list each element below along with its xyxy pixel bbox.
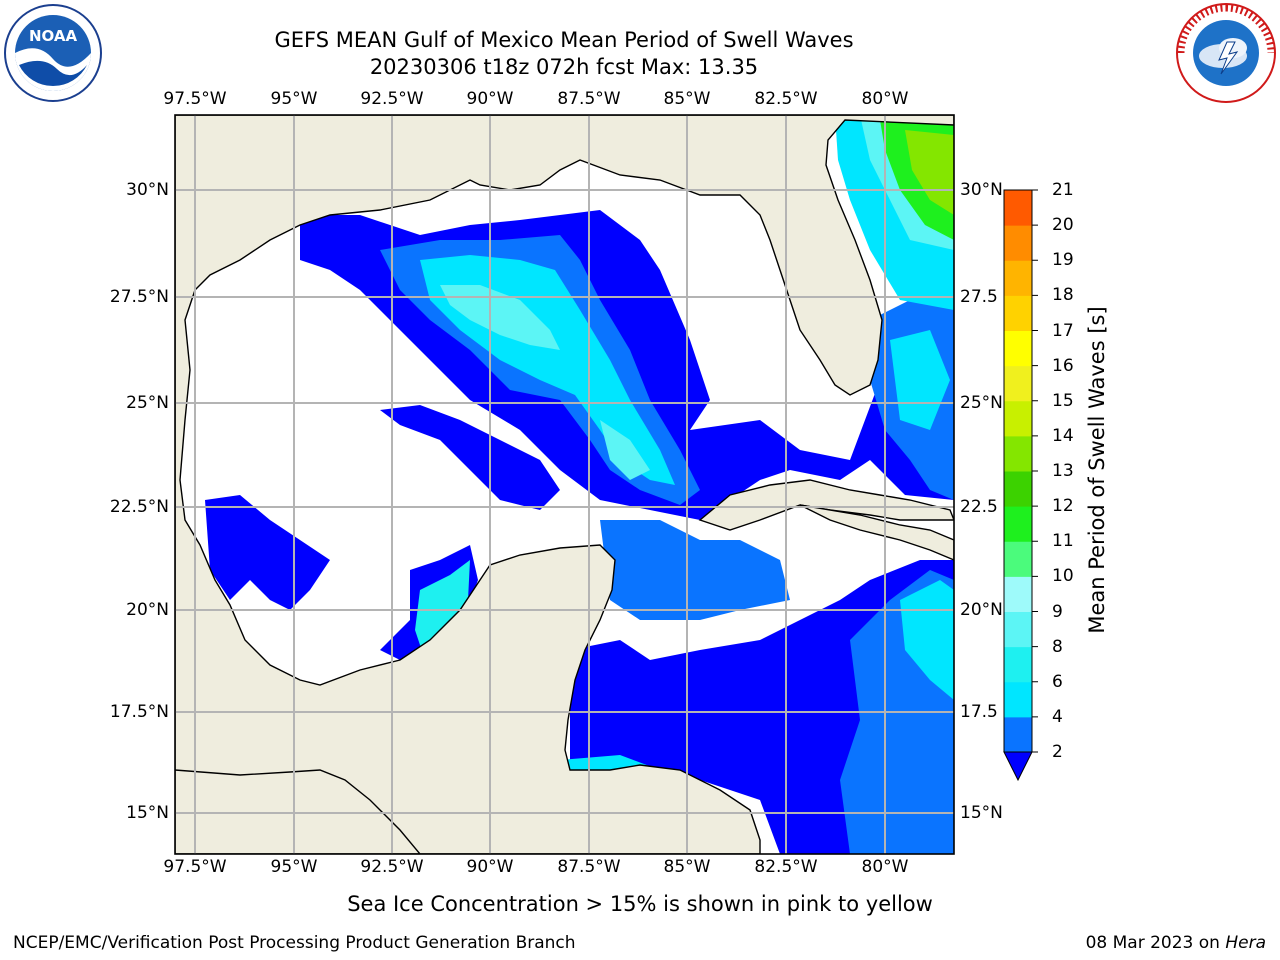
swell-field-yellowgreen-atlantic	[905, 130, 954, 215]
colorbar-segment	[1004, 365, 1032, 402]
lat-label: 30°N	[960, 180, 1003, 200]
swell-field-blue-west	[205, 495, 330, 610]
swell-field-light-cyan-straits	[600, 420, 650, 480]
lat-label: 22.5	[960, 497, 998, 517]
colorbar-segment	[1004, 576, 1032, 612]
map-border	[174, 114, 955, 855]
lon-label: 97.5°W	[163, 89, 227, 109]
colorbar-segment	[1004, 260, 1032, 296]
lon-label: 92.5°W	[360, 89, 424, 109]
lon-label: 95°W	[270, 857, 318, 877]
lat-label: 30°N	[126, 180, 169, 200]
swell-field-light-cyan-north	[440, 285, 560, 350]
lon-label: 85°W	[663, 857, 711, 877]
map-subtitle: 20230306 t18z 072h fcst Max: 13.35	[369, 55, 759, 79]
colorbar-segment	[1004, 435, 1032, 472]
lon-label: 87.5°W	[557, 857, 621, 877]
lat-label: 15°N	[960, 803, 1003, 823]
colorbar-segment	[1004, 541, 1032, 577]
lat-label: 22.5°N	[109, 497, 169, 517]
colorbar-segment	[1004, 400, 1032, 437]
colorbar-segment	[1004, 646, 1032, 683]
colorbar-segment	[1004, 506, 1032, 542]
footer-host: Hera	[1225, 933, 1266, 953]
map-title: GEFS MEAN Gulf of Mexico Mean Period of …	[274, 28, 854, 52]
swell-field-blue-yucatan	[600, 520, 790, 620]
lat-label: 25°N	[960, 393, 1003, 413]
colorbar-tick-label: 19	[1052, 250, 1074, 271]
colorbar-tick-label: 17	[1052, 320, 1074, 341]
colorbar-tick-label: 12	[1052, 496, 1074, 517]
lon-label: 82.5°W	[754, 857, 818, 877]
lat-label: 27.5°N	[109, 287, 169, 307]
graticule	[175, 115, 954, 854]
footer-credit: NCEP/EMC/Verification Post Processing Pr…	[13, 933, 576, 953]
lat-label: 15°N	[126, 803, 169, 823]
land-north-america	[175, 115, 954, 854]
sea-ice-note: Sea Ice Concentration > 15% is shown in …	[347, 892, 933, 916]
lat-label: 27.5	[960, 287, 998, 307]
lon-label: 87.5°W	[557, 89, 621, 109]
footer-date: 08 Mar 2023 on Hera	[1086, 933, 1266, 953]
colorbar-segment	[1004, 716, 1032, 753]
map-frame	[175, 115, 954, 854]
lat-label: 17.5°N	[109, 702, 169, 722]
colorbar-tick-label: 15	[1052, 390, 1074, 411]
lat-label: 20°N	[960, 600, 1003, 620]
lon-label: 97.5°W	[163, 857, 227, 877]
swell-field-cyan-bahamas	[890, 330, 950, 430]
lat-label: 17.5	[960, 702, 998, 722]
lon-label: 95°W	[270, 89, 318, 109]
lat-label: 20°N	[126, 600, 169, 620]
colorbar-tick-label: 10	[1052, 566, 1074, 587]
colorbar-tick-label: 16	[1052, 355, 1074, 376]
land-hispaniola-south-america	[799, 504, 954, 561]
swell-field-blue-central	[380, 405, 560, 510]
colorbar-segment	[1004, 611, 1032, 648]
colorbar-tick-label: 14	[1052, 425, 1074, 446]
colorbar-tick-label: 2	[1052, 742, 1063, 762]
colorbar-tick-label: 6	[1052, 671, 1063, 692]
colorbar-tick-label: 11	[1052, 531, 1074, 552]
colorbar-segment	[1004, 681, 1032, 718]
colorbar-tick-label: 20	[1052, 215, 1074, 236]
lon-label: 80°W	[861, 89, 909, 109]
colorbar-segment	[1004, 471, 1032, 507]
lon-label: 80°W	[861, 857, 909, 877]
swell-field-layer	[175, 115, 954, 854]
footer-date-text: 08 Mar 2023 on	[1085, 933, 1220, 953]
lon-label: 90°W	[466, 857, 514, 877]
lon-label: 82.5°W	[754, 89, 818, 109]
colorbar-tick-label: 13	[1052, 461, 1074, 481]
nws-logo	[1175, 2, 1277, 104]
lat-label: 25°N	[126, 393, 169, 413]
land-layer	[175, 115, 954, 854]
lon-label: 90°W	[466, 89, 514, 109]
colorbar-segment	[1004, 295, 1032, 331]
colorbar-label: Mean Period of Swell Waves [s]	[1085, 306, 1109, 634]
colorbar-segment	[1004, 225, 1032, 261]
colorbar-tick-label: 9	[1052, 601, 1063, 622]
colorbar-extend-arrow	[1003, 751, 1033, 782]
colorbar-tick-label: 8	[1052, 636, 1063, 657]
colorbar-segment	[1004, 190, 1032, 226]
colorbar	[1003, 189, 1038, 782]
lon-label: 92.5°W	[360, 857, 424, 877]
colorbar-segment	[1004, 330, 1032, 367]
lon-label: 85°W	[663, 89, 711, 109]
noaa-logo: NOAA	[3, 3, 103, 103]
noaa-logo-text: NOAA	[29, 27, 78, 45]
colorbar-tick-label: 4	[1052, 706, 1063, 727]
colorbar-tick-label: 18	[1052, 285, 1074, 306]
colorbar-tick-label: 21	[1052, 180, 1074, 200]
